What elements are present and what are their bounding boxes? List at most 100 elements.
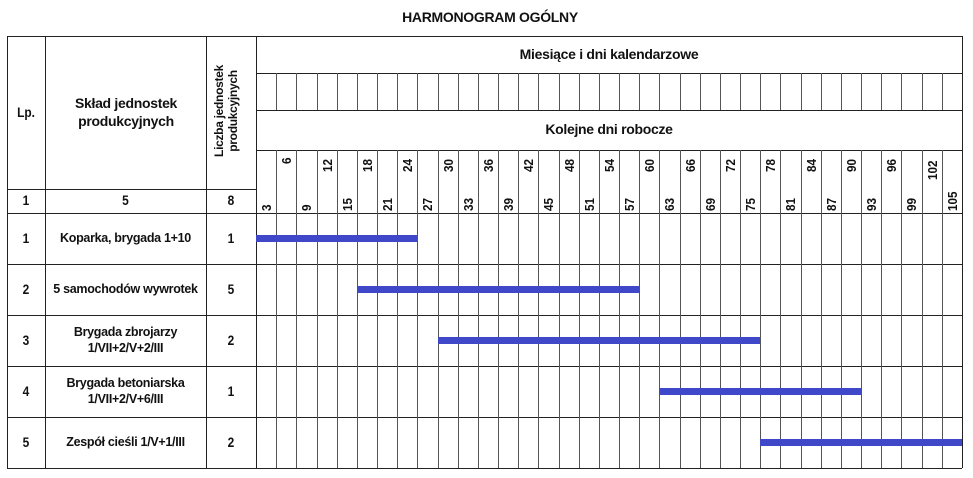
gantt-bar xyxy=(437,337,761,344)
grid-line xyxy=(356,73,358,110)
row-name: Brygada zbrojarzy 1/VII+2/V+2/III xyxy=(45,315,206,366)
row-name: 5 samochodów wywrotek xyxy=(45,264,206,315)
row-name: Koparka, brygada 1+10 xyxy=(45,213,206,264)
row-lp: 1 xyxy=(22,229,30,246)
x-tick-label: 24 xyxy=(400,158,416,172)
x-tick-label: 45 xyxy=(541,197,557,211)
x-tick-label: 3 xyxy=(259,204,274,211)
grid-line xyxy=(840,150,842,468)
colnum-sklad: 5 xyxy=(122,192,129,209)
row-name: Brygada betoniarska 1/VII+2/V+6/III xyxy=(45,366,206,417)
grid-line xyxy=(820,150,822,468)
grid-line xyxy=(619,73,621,110)
row-lp: 2 xyxy=(22,280,30,297)
x-tick-label: 57 xyxy=(622,197,638,211)
x-tick-label: 18 xyxy=(359,158,375,172)
x-tick-label: 72 xyxy=(722,158,738,172)
x-tick-label: 75 xyxy=(743,197,759,211)
row-lp: 4 xyxy=(22,382,30,399)
x-tick-label: 102 xyxy=(924,160,940,180)
grid-line xyxy=(861,73,863,110)
grid-line xyxy=(578,150,580,468)
grid-line xyxy=(719,73,721,110)
x-tick-label: 48 xyxy=(561,158,577,172)
x-tick-label: 27 xyxy=(420,197,436,211)
grid-line xyxy=(397,150,399,468)
grid-line xyxy=(316,150,318,468)
grid-line xyxy=(578,73,580,110)
grid-line xyxy=(276,73,278,110)
grid-line xyxy=(639,150,641,468)
x-tick-label: 33 xyxy=(460,197,476,211)
grid-line xyxy=(699,73,701,110)
x-tick-label: 60 xyxy=(642,158,658,172)
x-tick-label: 66 xyxy=(682,158,698,172)
grid-line xyxy=(498,150,500,468)
grid-line xyxy=(800,73,802,110)
grid-line xyxy=(962,36,963,468)
grid-line xyxy=(760,73,762,110)
grid-line xyxy=(538,150,540,468)
row-count: 1 xyxy=(227,382,235,399)
row-name-line1: Brygada zbrojarzy xyxy=(73,324,178,339)
grid-line xyxy=(941,73,943,110)
grid-line xyxy=(276,150,278,468)
grid-line xyxy=(45,36,46,468)
x-tick-label: 93 xyxy=(864,197,880,211)
grid-line xyxy=(7,36,8,468)
gantt-bar xyxy=(659,388,862,395)
row-name-line1: Zespół cieśli 1/V+1/III xyxy=(66,434,185,449)
grid-line xyxy=(256,36,257,468)
gantt-bar xyxy=(760,439,962,446)
grid-line xyxy=(7,264,962,265)
grid-line xyxy=(518,150,520,468)
grid-line xyxy=(659,73,661,110)
grid-line xyxy=(719,150,721,468)
row-count: 5 xyxy=(227,280,235,297)
grid-line xyxy=(659,150,661,468)
x-tick-label: 30 xyxy=(440,158,456,172)
grid-line xyxy=(377,150,379,468)
grid-line xyxy=(296,73,298,110)
grid-line xyxy=(679,73,681,110)
grid-line xyxy=(477,150,479,468)
grid-line xyxy=(840,73,842,110)
grid-line xyxy=(7,366,962,367)
grid-line xyxy=(558,150,560,468)
grid-line xyxy=(881,150,883,468)
row-lp: 3 xyxy=(22,331,30,348)
grid-line xyxy=(7,213,962,214)
x-tick-label: 78 xyxy=(763,158,779,172)
x-tick-label: 51 xyxy=(581,197,597,211)
grid-line xyxy=(780,73,782,110)
x-tick-label: 87 xyxy=(823,197,839,211)
x-tick-label: 54 xyxy=(601,158,617,172)
grid-line xyxy=(336,150,338,468)
x-tick-label: 99 xyxy=(904,197,920,211)
gantt-bar xyxy=(256,235,418,242)
grid-line xyxy=(901,73,903,110)
row-name-line1: 5 samochodów wywrotek xyxy=(53,281,198,296)
grid-line xyxy=(619,150,621,468)
grid-line xyxy=(336,73,338,110)
x-tick-label: 36 xyxy=(480,158,496,172)
grid-line xyxy=(699,150,701,468)
row-count: 2 xyxy=(227,331,235,348)
grid-line xyxy=(316,73,318,110)
grid-line xyxy=(457,150,459,468)
header-workdays: Kolejne dni robocze xyxy=(545,121,673,138)
grid-line xyxy=(437,73,439,110)
header-months: Miesiące i dni kalendarzowe xyxy=(519,45,699,62)
row-name-line2: 1/VII+2/V+6/III xyxy=(87,391,164,406)
row-name: Zespół cieśli 1/V+1/III xyxy=(45,417,206,468)
grid-line xyxy=(296,150,298,468)
grid-line xyxy=(7,36,962,37)
grid-line xyxy=(538,73,540,110)
grid-line xyxy=(679,150,681,468)
x-tick-label: 39 xyxy=(501,197,517,211)
grid-line xyxy=(7,468,962,469)
grid-line xyxy=(861,150,863,468)
x-tick-label: 21 xyxy=(380,197,396,211)
x-tick-label: 15 xyxy=(339,197,355,211)
grid-line xyxy=(598,73,600,110)
